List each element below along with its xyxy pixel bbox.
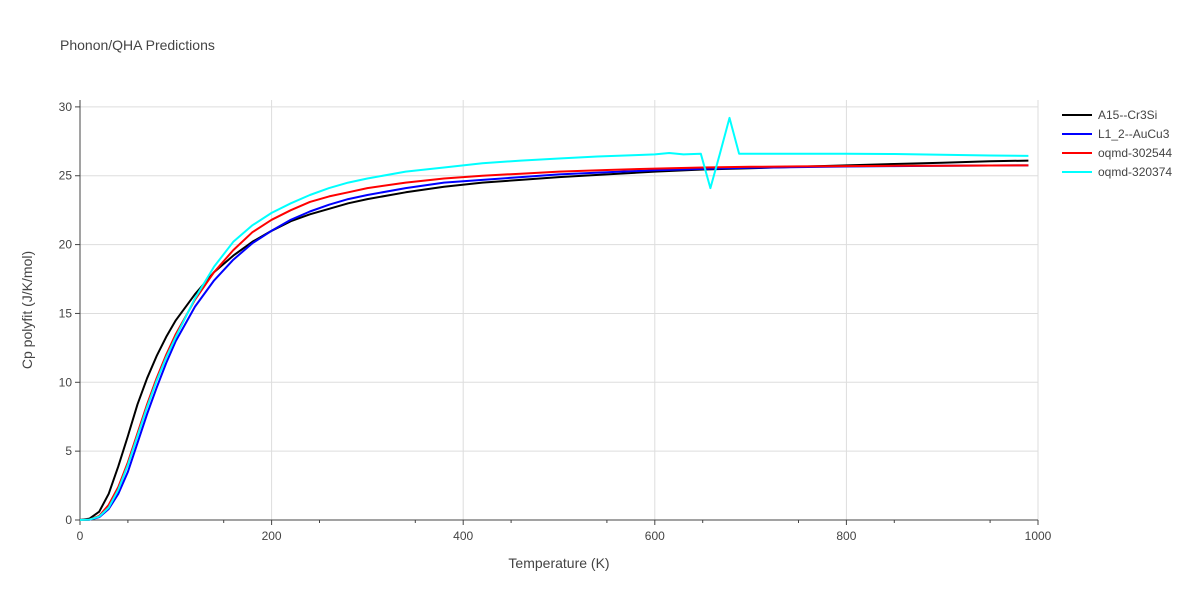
- y-tick-label: 15: [59, 306, 73, 320]
- axes: [79, 100, 1038, 521]
- y-tick-label: 20: [59, 238, 73, 252]
- x-tick-label: 600: [645, 529, 665, 543]
- x-tick-label: 200: [262, 529, 282, 543]
- series-group: [79, 116, 1029, 521]
- legend-label: oqmd-302544: [1098, 146, 1172, 160]
- y-tick-label: 5: [65, 444, 72, 458]
- x-tick-label: 800: [836, 529, 856, 543]
- legend-label: A15--Cr3Si: [1098, 108, 1157, 122]
- series-line-4[interactable]: [79, 116, 1029, 521]
- y-tick-label: 30: [59, 100, 73, 114]
- legend-label: oqmd-320374: [1098, 165, 1172, 179]
- y-axis-title: Cp polyfit (J/K/mol): [19, 251, 35, 369]
- series-line-2[interactable]: [79, 164, 1029, 521]
- y-tick-label: 10: [59, 375, 73, 389]
- legend-item-2[interactable]: L1_2--AuCu3: [1062, 127, 1170, 141]
- series-line-1[interactable]: [79, 159, 1029, 521]
- legend-label: L1_2--AuCu3: [1098, 127, 1170, 141]
- ticks: 0 200 400 600 800 1000 0 5 10 15 20 25 30: [59, 100, 1052, 543]
- series-line-3[interactable]: [79, 164, 1029, 521]
- legend-item-3[interactable]: oqmd-302544: [1062, 146, 1172, 160]
- legend-item-1[interactable]: A15--Cr3Si: [1062, 108, 1157, 122]
- x-axis-title: Temperature (K): [508, 555, 609, 571]
- x-tick-label: 1000: [1025, 529, 1052, 543]
- x-tick-label: 400: [453, 529, 473, 543]
- x-tick-label: 0: [77, 529, 84, 543]
- y-tick-label: 25: [59, 169, 73, 183]
- chart-title: Phonon/QHA Predictions: [60, 37, 215, 53]
- y-tick-label: 0: [65, 513, 72, 527]
- legend[interactable]: A15--Cr3Si L1_2--AuCu3 oqmd-302544 oqmd-320…: [1062, 108, 1172, 179]
- legend-item-4[interactable]: oqmd-320374: [1062, 165, 1172, 179]
